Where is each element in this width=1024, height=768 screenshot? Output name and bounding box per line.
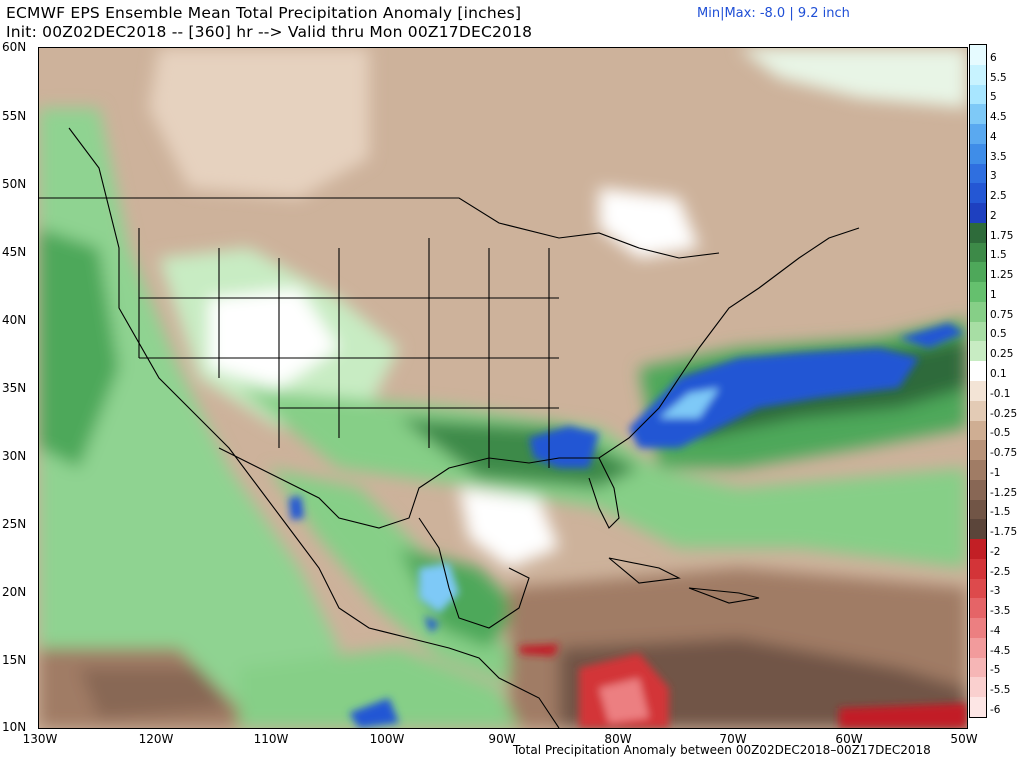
- minmax-readout: Min|Max: -8.0 | 9.2 inch: [697, 6, 850, 21]
- lat-label: 10N: [2, 720, 27, 734]
- lat-label: 45N: [2, 245, 27, 259]
- colorbar-swatch: [970, 657, 986, 678]
- title-line-1: ECMWF EPS Ensemble Mean Total Precipitat…: [6, 4, 522, 22]
- colorbar-label: -0.75: [990, 447, 1018, 460]
- colorbar-swatch: [970, 64, 986, 85]
- lat-label: 30N: [2, 449, 27, 463]
- colorbar-label: -0.1: [990, 387, 1011, 400]
- lat-label: 55N: [2, 109, 27, 123]
- colorbar-swatch: [970, 361, 986, 382]
- colorbar-label: -1.75: [990, 526, 1018, 539]
- colorbar-swatch: [970, 618, 986, 639]
- colorbar-swatch: [970, 282, 986, 303]
- colorbar-swatch: [970, 499, 986, 520]
- colorbar-swatch: [970, 677, 986, 698]
- colorbar-swatch: [970, 400, 986, 421]
- lon-label: 130W: [22, 732, 58, 746]
- colorbar-swatch: [970, 697, 986, 718]
- colorbar-swatch: [970, 45, 986, 66]
- colorbar-swatch: [970, 381, 986, 402]
- colorbar-label: 4: [990, 130, 997, 143]
- colorbar-label: -1: [990, 466, 1001, 479]
- colorbar-label: -2.5: [990, 565, 1011, 578]
- colorbar-label: 1.25: [990, 269, 1014, 282]
- colorbar-label: 0.25: [990, 348, 1014, 361]
- colorbar-label: 1.75: [990, 229, 1014, 242]
- colorbar-label: 2: [990, 209, 997, 222]
- map-canvas: [39, 48, 967, 728]
- colorbar-label: 0.75: [990, 308, 1014, 321]
- colorbar-swatch: [970, 637, 986, 659]
- lon-label: 80W: [604, 732, 632, 746]
- colorbar-swatch: [970, 440, 986, 461]
- title-line-2: Init: 00Z02DEC2018 -- [360] hr --> Valid…: [6, 23, 533, 41]
- colorbar-label: 5.5: [990, 71, 1007, 84]
- lat-label: 60N: [2, 40, 27, 54]
- colorbar-swatch: [970, 143, 986, 165]
- heavy-precip-blobs: [289, 323, 967, 728]
- lon-label: 90W: [488, 732, 516, 746]
- colorbar-label: -0.25: [990, 407, 1018, 420]
- lon-label: 100W: [369, 732, 405, 746]
- lat-label: 20N: [2, 585, 27, 599]
- colorbar-swatch: [970, 578, 986, 599]
- colorbar-swatch: [970, 301, 986, 323]
- political-boundaries: [39, 127, 860, 728]
- lon-label: 60W: [835, 732, 863, 746]
- lon-label: 70W: [719, 732, 747, 746]
- colorbar-label: 1: [990, 288, 997, 301]
- colorbar-swatch: [970, 104, 986, 125]
- colorbar-label: -3.5: [990, 605, 1011, 618]
- lon-label: 120W: [138, 732, 174, 746]
- colorbar-label: -4.5: [990, 644, 1011, 657]
- lat-label: 35N: [2, 381, 27, 395]
- lat-label: 50N: [2, 177, 27, 191]
- lat-label: 40N: [2, 313, 27, 327]
- colorbar-label: -2: [990, 545, 1001, 558]
- colorbar-swatch: [970, 183, 986, 204]
- lon-label: 50W: [950, 732, 978, 746]
- colorbar-swatch: [970, 420, 986, 441]
- colorbar-swatch: [970, 558, 986, 580]
- lat-label: 15N: [2, 653, 27, 667]
- colorbar-label: -5.5: [990, 684, 1011, 697]
- colorbar-label: 5: [990, 91, 997, 104]
- colorbar-label: 6: [990, 51, 997, 64]
- colorbar-swatch: [970, 479, 986, 501]
- colorbar-label: 1.5: [990, 249, 1007, 262]
- colorbar-label: -6: [990, 704, 1001, 716]
- colorbar-label: -1.25: [990, 486, 1018, 499]
- lat-label: 25N: [2, 517, 27, 531]
- colorbar-label: 0.1: [990, 368, 1007, 380]
- colorbar-swatch: [970, 262, 986, 283]
- colorbar-swatch: [970, 203, 986, 224]
- colorbar-swatch: [970, 539, 986, 560]
- colorbar-label: -0.5: [990, 427, 1011, 440]
- colorbar-swatch: [970, 163, 986, 184]
- colorbar-swatch: [970, 124, 986, 145]
- colorbar-label: -4: [990, 624, 1001, 637]
- colorbar-swatch: [970, 598, 986, 619]
- colorbar-swatch: [970, 222, 986, 244]
- precipitation-anomaly-map[interactable]: [38, 47, 968, 729]
- colorbar-swatch: [970, 84, 986, 105]
- map-title: ECMWF EPS Ensemble Mean Total Precipitat…: [6, 4, 532, 42]
- colorbar-label: 3: [990, 170, 997, 183]
- colorbar-swatch: [970, 341, 986, 362]
- colorbar-label: -1.5: [990, 506, 1011, 519]
- lon-label: 110W: [253, 732, 289, 746]
- colorbar-label: -3: [990, 585, 1001, 598]
- colorbar-swatch: [970, 519, 986, 540]
- colorbar-label: 4.5: [990, 111, 1007, 124]
- colorbar-swatch: [970, 242, 986, 263]
- colorbar-label: 3.5: [990, 150, 1007, 163]
- colorbar: [969, 44, 987, 718]
- colorbar-label: -5: [990, 664, 1001, 677]
- colorbar-label: 0.5: [990, 328, 1007, 341]
- colorbar-label: 2.5: [990, 190, 1007, 203]
- colorbar-swatch: [970, 321, 986, 342]
- map-footer: Total Precipitation Anomaly between 00Z0…: [513, 743, 931, 757]
- colorbar-swatch: [970, 460, 986, 481]
